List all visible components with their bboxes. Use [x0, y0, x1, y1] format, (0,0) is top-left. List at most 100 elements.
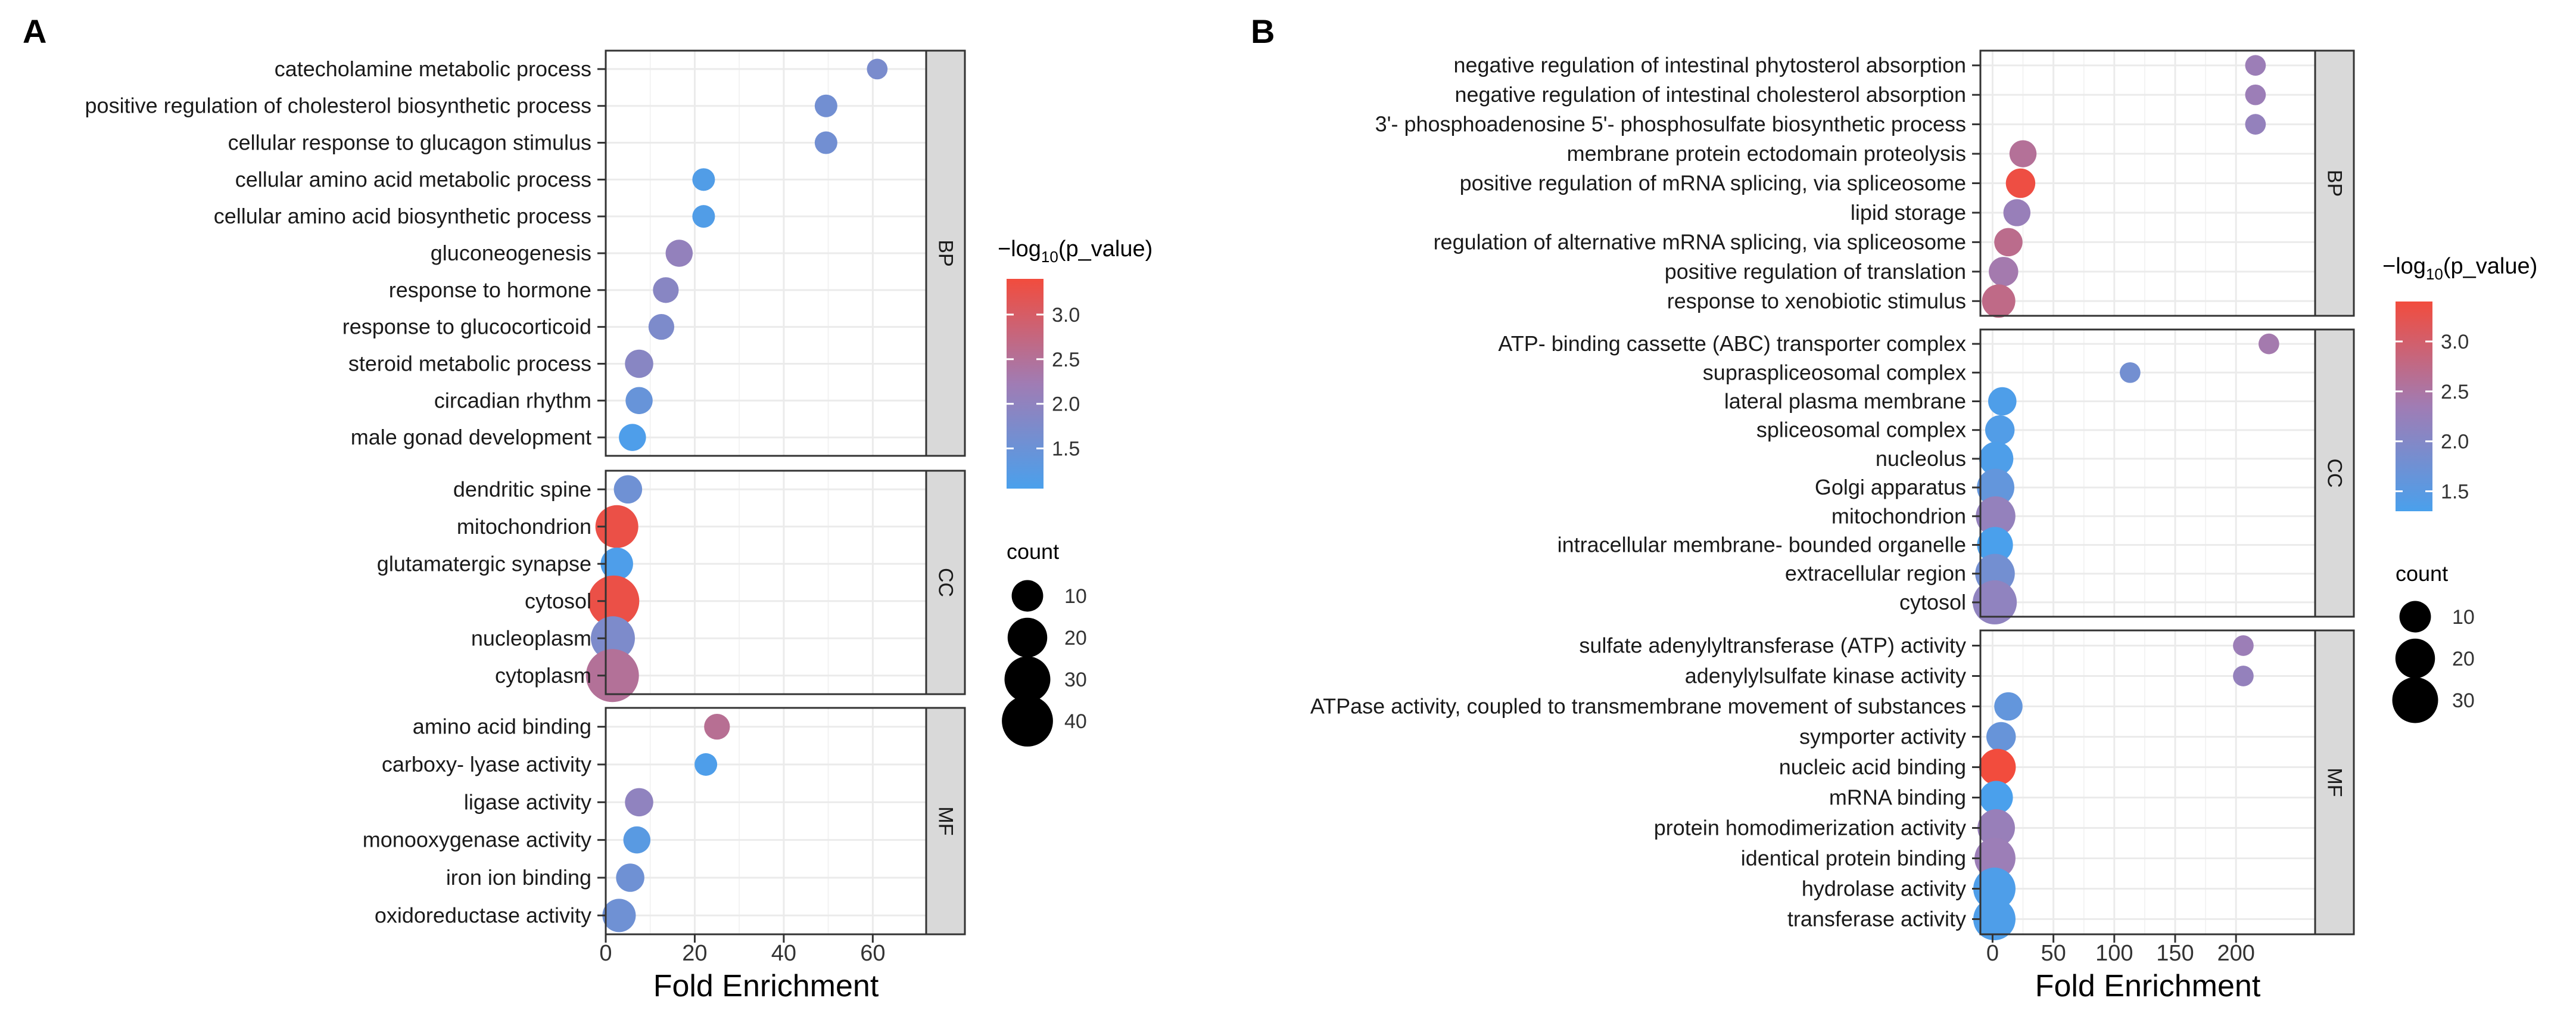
facet-strip-label: CC — [2323, 458, 2346, 487]
term-label: nucleoplasm — [471, 626, 591, 650]
term-label: adenylylsulfate kinase activity — [1685, 664, 1966, 688]
term-label: cellular amino acid metabolic process — [235, 167, 591, 191]
data-point — [1994, 692, 2023, 721]
data-point — [648, 314, 675, 340]
legend-panel-b: −log10(p_value) 1.5 2.0 2.5 3.0 count 10 20 3… — [2382, 254, 2537, 723]
data-point — [2009, 140, 2037, 167]
x-tick-label: 50 — [2041, 941, 2066, 966]
panel-background — [606, 471, 926, 694]
size-legend-dot — [1002, 695, 1053, 747]
term-label: sulfate adenylyltransferase (ATP) activi… — [1579, 633, 1966, 658]
term-label: nucleic acid binding — [1779, 755, 1966, 779]
term-label: gluconeogenesis — [431, 241, 591, 265]
data-point — [665, 240, 693, 267]
color-tick-label: 1.5 — [1052, 438, 1080, 461]
size-legend-label: 20 — [1064, 627, 1087, 649]
data-point — [1973, 898, 2016, 940]
data-point — [2245, 114, 2266, 135]
term-label: identical protein binding — [1741, 846, 1966, 871]
data-point — [600, 548, 633, 580]
term-label: supraspliceosomal complex — [1703, 360, 1966, 384]
data-point — [1988, 387, 2017, 416]
term-label: mitochondrion — [1831, 503, 1966, 528]
color-legend-ticks-a: 1.5 2.0 2.5 3.0 — [1007, 304, 1080, 461]
data-point — [1979, 781, 2013, 815]
facet-cc: ATP- binding cassette (ABC) transporter … — [1498, 328, 2355, 624]
facet-bp: negative regulation of intestinal phytos… — [1375, 49, 2355, 318]
facet-strip — [925, 470, 966, 695]
term-label: lateral plasma membrane — [1724, 389, 1966, 414]
color-tick-label: 2.0 — [2441, 431, 2469, 453]
size-legend-title-a: count — [1007, 539, 1059, 564]
data-point — [814, 94, 837, 117]
color-tick-label: 2.0 — [1052, 393, 1080, 416]
color-tick-label: 3.0 — [1052, 304, 1080, 327]
data-point — [1979, 442, 2014, 476]
facet-strip — [2314, 629, 2355, 935]
term-label: cytoplasm — [495, 663, 591, 688]
size-legend-label: 30 — [1064, 669, 1087, 691]
term-label: membrane protein ectodomain proteolysis — [1567, 141, 1966, 166]
size-legend-label: 10 — [1064, 585, 1087, 608]
data-point — [602, 899, 636, 933]
data-point — [1977, 527, 2013, 563]
term-label: extracellular region — [1785, 561, 1966, 586]
facet-mf: amino acid binding carboxy- lyase activit… — [363, 707, 966, 935]
term-label: cellular response to glucagon stimulus — [228, 130, 591, 155]
x-axis-title: Fold Enrichment — [653, 969, 879, 1003]
term-label: amino acid binding — [413, 714, 591, 739]
x-tick-label: 150 — [2156, 941, 2194, 966]
facet-strip — [925, 707, 966, 935]
data-point — [619, 424, 646, 451]
data-point — [1977, 809, 2016, 847]
size-legend-label: 30 — [2452, 689, 2475, 712]
size-legend-title-b: count — [2396, 561, 2448, 586]
term-label: positive regulation of cholesterol biosy… — [85, 94, 591, 118]
data-point — [625, 387, 653, 415]
term-label: steroid metabolic process — [348, 351, 591, 375]
facet-strip-label: CC — [935, 568, 957, 597]
term-label: nucleolus — [1876, 446, 1966, 471]
data-point — [590, 616, 635, 661]
data-point — [613, 475, 643, 504]
term-label: symporter activity — [1799, 725, 1966, 749]
data-point — [625, 788, 653, 817]
term-label: 3'- phosphoadenosine 5'- phosphosulfate … — [1375, 112, 1966, 136]
color-legend-bar-b — [2396, 302, 2432, 511]
data-point — [1985, 415, 2015, 445]
term-label: response to glucocorticoid — [342, 315, 591, 339]
data-point — [588, 575, 640, 627]
x-tick-label: 20 — [682, 941, 707, 966]
data-point — [1979, 748, 2016, 786]
term-label: mitochondrion — [457, 514, 591, 539]
x-tick-label: 0 — [1986, 941, 1999, 966]
data-point — [2003, 199, 2031, 226]
data-point — [2233, 635, 2254, 656]
x-tick-label: 100 — [2095, 941, 2133, 966]
panel-b-label: B — [1251, 13, 1275, 50]
term-label: cellular amino acid biosynthetic process — [214, 204, 591, 228]
facet-mf: sulfate adenylyltransferase (ATP) activi… — [1310, 629, 2355, 940]
data-point — [704, 714, 730, 740]
data-point — [1973, 868, 2016, 910]
data-point — [623, 826, 651, 854]
term-label: monooxygenase activity — [363, 828, 591, 852]
facet-strip — [2314, 328, 2355, 618]
term-label: ligase activity — [464, 790, 591, 814]
data-point — [1976, 496, 2016, 536]
color-legend-title-b: −log10(p_value) — [2382, 254, 2537, 283]
x-tick-label: 200 — [2217, 941, 2254, 966]
size-legend-dot — [1007, 617, 1048, 658]
panel-background — [606, 708, 926, 934]
data-point — [625, 349, 653, 378]
facet-strip-label: MF — [2323, 767, 2346, 797]
size-legend-a: 10 20 30 40 — [1002, 580, 1087, 747]
term-label: response to xenobiotic stimulus — [1667, 288, 1966, 313]
color-tick-label: 2.5 — [2441, 381, 2469, 403]
term-label: hydrolase activity — [1802, 877, 1966, 901]
term-label: negative regulation of intestinal phytos… — [1453, 53, 1966, 77]
term-label: dendritic spine — [453, 477, 591, 501]
color-tick-label: 2.5 — [1052, 349, 1080, 371]
panel-background — [1980, 330, 2315, 617]
